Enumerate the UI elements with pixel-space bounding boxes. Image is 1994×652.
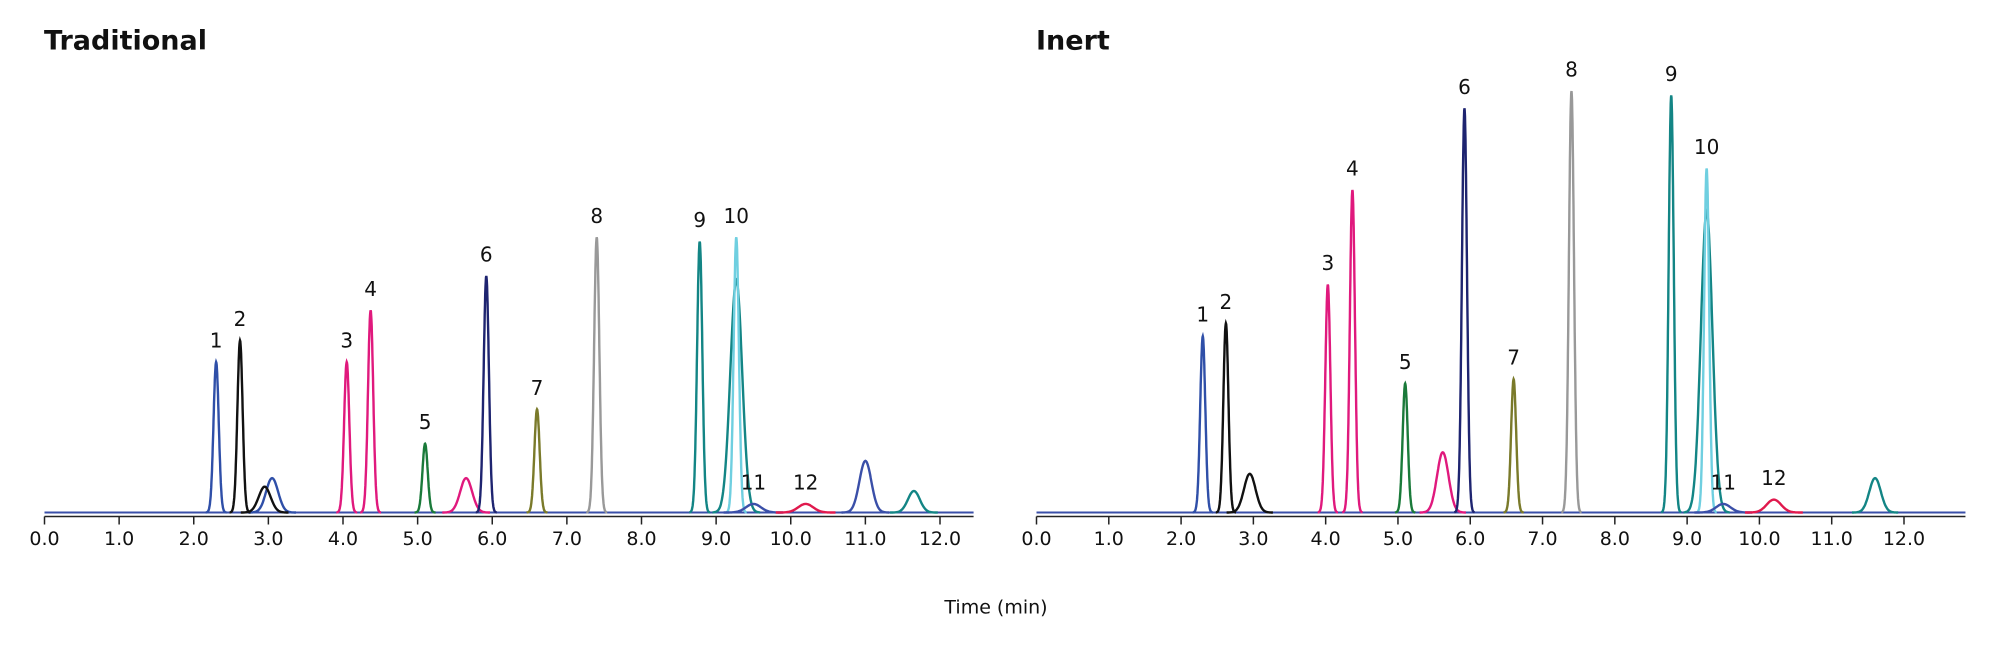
- peak-label: 4: [364, 277, 377, 301]
- peak-label: 10: [724, 204, 749, 228]
- minor-peak: [841, 459, 890, 514]
- peak-label: 2: [234, 307, 247, 331]
- peak-label: 4: [1346, 157, 1359, 181]
- peak: [414, 441, 436, 514]
- peak-label: 8: [590, 204, 603, 228]
- peak-label: 3: [1321, 251, 1334, 275]
- peak-label: 10: [1694, 135, 1719, 159]
- peak-label: 5: [1399, 350, 1412, 374]
- peak-label: 9: [693, 208, 706, 232]
- peak: [1503, 375, 1525, 514]
- x-tick-label: 12.0: [919, 528, 961, 550]
- peak-label: 6: [480, 243, 493, 267]
- minor-peak: [1683, 208, 1730, 514]
- x-tick-label: 5.0: [403, 528, 433, 550]
- peak: [725, 237, 747, 514]
- peak-label: 1: [1196, 303, 1209, 327]
- x-tick-label: 11.0: [844, 528, 886, 550]
- x-tick-label: 3.0: [253, 528, 283, 550]
- peak: [1317, 284, 1339, 514]
- peak-label: 11: [1711, 470, 1736, 494]
- minor-peak: [248, 476, 296, 514]
- peak-label: 2: [1220, 290, 1233, 314]
- peak-label: 11: [741, 470, 766, 494]
- peak: [1660, 95, 1682, 514]
- minor-peak: [1419, 450, 1466, 514]
- x-tick-label: 4.0: [1311, 528, 1341, 550]
- peak-label: 3: [340, 329, 353, 353]
- x-tick-label: 8.0: [626, 528, 656, 550]
- peak-label: 9: [1665, 62, 1678, 86]
- peak-label: 8: [1565, 58, 1578, 82]
- peak: [1341, 189, 1364, 514]
- chart-title: Inert: [1036, 26, 1110, 57]
- chart-title: Traditional: [44, 26, 207, 57]
- x-tick-label: 9.0: [701, 528, 731, 550]
- peak: [689, 241, 711, 514]
- x-tick-label: 2.0: [1166, 528, 1196, 550]
- peak-label: 5: [419, 410, 432, 434]
- peak: [360, 310, 382, 514]
- x-tick-label: 7.0: [1527, 528, 1557, 550]
- x-tick-label: 10.0: [1738, 528, 1780, 550]
- x-tick-label: 7.0: [552, 528, 582, 550]
- peak: [205, 357, 227, 514]
- peak: [1394, 380, 1416, 514]
- x-axis-label: Time (min): [943, 597, 1047, 619]
- peak-label: 12: [793, 470, 818, 494]
- x-tick-label: 8.0: [1600, 528, 1630, 550]
- peak: [1745, 498, 1803, 514]
- x-tick-label: 6.0: [477, 528, 507, 550]
- minor-peak: [890, 489, 938, 514]
- x-tick-label: 4.0: [328, 528, 358, 550]
- x-tick-label: 6.0: [1455, 528, 1485, 550]
- x-tick-label: 12.0: [1883, 528, 1925, 550]
- peak: [723, 502, 784, 514]
- peak-label: 7: [531, 376, 544, 400]
- x-tick-label: 2.0: [179, 528, 209, 550]
- peak: [1560, 90, 1582, 514]
- minor-peak: [1852, 476, 1899, 514]
- x-tick-label: 3.0: [1238, 528, 1268, 550]
- x-tick-label: 10.0: [770, 528, 812, 550]
- x-tick-label: 5.0: [1383, 528, 1413, 550]
- x-tick-label: 11.0: [1811, 528, 1853, 550]
- peak: [1215, 318, 1237, 514]
- peak: [336, 357, 358, 514]
- peak: [1694, 502, 1753, 514]
- peak: [586, 237, 608, 514]
- x-tick-label: 9.0: [1672, 528, 1702, 550]
- peak-label: 1: [210, 329, 223, 353]
- peak: [775, 502, 836, 514]
- x-tick-label: 0.0: [1021, 528, 1051, 550]
- x-tick-label: 1.0: [1094, 528, 1124, 550]
- peak: [229, 336, 251, 514]
- peak: [475, 275, 497, 514]
- x-tick-label: 0.0: [29, 528, 59, 550]
- minor-peak: [712, 277, 761, 514]
- peak: [526, 406, 548, 514]
- peak-label: 6: [1458, 75, 1471, 99]
- peak: [1696, 168, 1718, 514]
- peak: [1192, 331, 1213, 514]
- peak-label: 7: [1507, 346, 1520, 370]
- peak-label: 12: [1761, 466, 1786, 490]
- x-tick-label: 1.0: [104, 528, 134, 550]
- peak: [1453, 108, 1475, 514]
- minor-peak: [442, 476, 490, 514]
